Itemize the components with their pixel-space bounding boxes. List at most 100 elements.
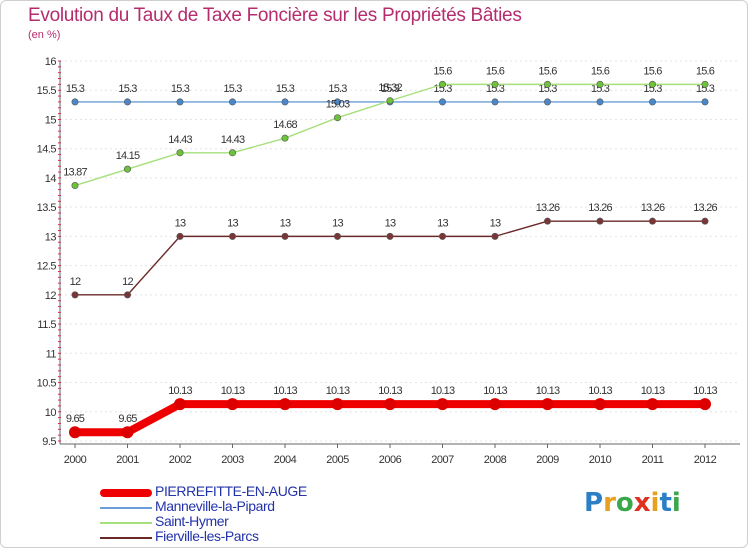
data-label: 10.13 — [641, 385, 665, 397]
data-point — [332, 398, 344, 410]
data-point — [647, 398, 659, 410]
data-point — [544, 81, 550, 87]
legend-label-saint-hymer: Saint-Hymer — [155, 513, 228, 529]
data-label: 13 — [332, 217, 343, 229]
data-label: 12 — [70, 276, 81, 288]
data-point — [227, 398, 239, 410]
data-point — [279, 398, 291, 410]
data-label: 9.65 — [66, 413, 85, 425]
y-tick-label: 12.5 — [37, 261, 57, 273]
data-point — [177, 150, 183, 156]
x-tick-label: 2005 — [326, 454, 349, 466]
x-tick-label: 2000 — [64, 454, 87, 466]
data-point — [439, 81, 445, 87]
y-tick-label: 11.5 — [37, 319, 56, 331]
x-tick-label: 2007 — [431, 454, 454, 466]
x-tick-label: 2003 — [221, 454, 244, 466]
data-label: 15.6 — [538, 65, 557, 77]
data-label: 13.26 — [536, 202, 560, 214]
data-point — [282, 99, 288, 105]
data-point — [384, 398, 396, 410]
data-point — [492, 233, 498, 239]
data-label: 13 — [175, 217, 186, 229]
data-label: 13 — [437, 217, 448, 229]
data-point — [597, 81, 603, 87]
data-point — [649, 99, 655, 105]
x-tick-label: 2008 — [484, 454, 507, 466]
data-point — [649, 81, 655, 87]
data-point — [72, 292, 78, 298]
proxiti-logo: Proxiti — [584, 488, 681, 518]
data-point — [229, 233, 235, 239]
data-label: 14.43 — [221, 134, 245, 146]
data-label: 10.13 — [483, 385, 507, 397]
y-tick-label: 15 — [45, 114, 57, 126]
data-point — [282, 233, 288, 239]
data-label: 13 — [385, 217, 396, 229]
y-tick-label: 11 — [46, 348, 57, 360]
data-point — [229, 150, 235, 156]
x-tick-label: 2004 — [274, 454, 297, 466]
y-tick-label: 15.5 — [37, 85, 57, 97]
legend-swatch-saint-hymer — [100, 522, 152, 524]
data-label: 10.13 — [221, 385, 245, 397]
y-tick-label: 14.5 — [37, 144, 57, 156]
data-label: 13 — [280, 217, 291, 229]
data-point — [177, 233, 183, 239]
logo-letter: x — [634, 488, 651, 518]
data-point — [122, 426, 134, 438]
data-label: 15.3 — [223, 83, 242, 95]
data-label: 10.13 — [536, 385, 560, 397]
logo-letter: P — [584, 488, 603, 518]
y-tick-label: 12 — [45, 290, 57, 302]
data-label: 10.13 — [273, 385, 297, 397]
y-tick-label: 14 — [45, 173, 57, 185]
data-label: 13.26 — [641, 202, 665, 214]
data-point — [439, 233, 445, 239]
x-tick-label: 2001 — [116, 454, 139, 466]
y-tick-label: 13.5 — [37, 202, 57, 214]
data-point — [387, 233, 393, 239]
data-point — [334, 115, 340, 121]
data-label: 15.3 — [276, 83, 295, 95]
legend-swatch-fierville — [100, 537, 152, 539]
data-label: 13 — [490, 217, 501, 229]
legend-swatch-manneville — [100, 507, 152, 509]
data-point — [124, 99, 130, 105]
logo-letter: r — [603, 488, 616, 518]
data-label: 10.13 — [378, 385, 402, 397]
logo-letter: o — [616, 488, 634, 518]
data-label: 15.3 — [171, 83, 190, 95]
x-tick-label: 2011 — [642, 454, 664, 466]
data-point — [597, 99, 603, 105]
x-tick-label: 2006 — [379, 454, 402, 466]
data-point — [542, 398, 554, 410]
data-point — [69, 426, 81, 438]
data-point — [72, 99, 78, 105]
series-line — [75, 221, 705, 295]
data-label: 13.87 — [63, 167, 87, 179]
data-label: 13.26 — [588, 202, 612, 214]
data-point — [492, 81, 498, 87]
data-point — [544, 218, 550, 224]
y-tick-label: 13 — [45, 231, 57, 243]
x-tick-label: 2012 — [694, 454, 717, 466]
data-label: 15.3 — [66, 83, 85, 95]
data-point — [492, 99, 498, 105]
data-label: 15.3 — [118, 83, 137, 95]
data-point — [174, 398, 186, 410]
legend-swatch-pierrefitte — [100, 489, 152, 497]
y-tick-label: 10.5 — [37, 378, 57, 390]
data-point — [229, 99, 235, 105]
legend-label-fierville: Fierville-les-Parcs — [155, 528, 259, 544]
data-point — [387, 98, 393, 104]
data-point — [649, 218, 655, 224]
data-label: 15.6 — [643, 65, 662, 77]
data-point — [124, 166, 130, 172]
data-point — [489, 398, 501, 410]
x-tick-label: 2002 — [169, 454, 192, 466]
data-label: 14.68 — [273, 119, 297, 131]
data-label: 9.65 — [118, 413, 137, 425]
line-chart: 9.51010.51111.51212.51313.51414.51515.51… — [0, 0, 750, 480]
data-label: 10.13 — [168, 385, 192, 397]
